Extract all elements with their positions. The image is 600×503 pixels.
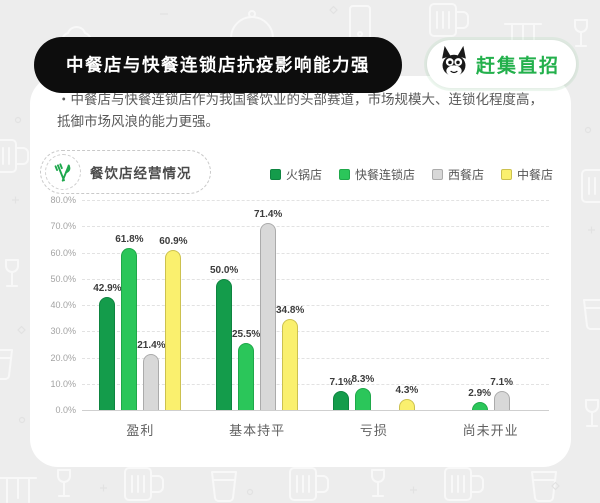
gridline xyxy=(82,331,549,333)
bar xyxy=(99,297,116,410)
y-axis-tick: 10.0% xyxy=(50,378,76,389)
legend-label: 西餐店 xyxy=(447,168,484,182)
legend-item-4: 中餐店 xyxy=(500,166,553,183)
bar xyxy=(260,222,277,410)
legend-item-2: 快餐连锁店 xyxy=(338,166,415,183)
bar-value-label: 7.1% xyxy=(329,377,353,389)
bar-value-label: 61.8% xyxy=(115,233,144,245)
bar xyxy=(216,278,233,410)
bar-value-label: 25.5% xyxy=(231,329,261,341)
legend-label: 火锅店 xyxy=(285,168,322,182)
x-axis-category: 盈利 xyxy=(126,423,155,438)
brand-logo: 赶集直招 xyxy=(426,40,576,88)
legend-item-3: 西餐店 xyxy=(431,166,484,183)
bar-value-label: 7.1% xyxy=(490,377,514,389)
page-title-text: 中餐店与快餐连锁店抗疫影响能力强 xyxy=(66,55,370,75)
x-axis-category: 基本持平 xyxy=(229,423,286,438)
bar xyxy=(238,343,255,410)
bar xyxy=(398,398,415,410)
chart-title: 餐饮店经营情况 xyxy=(90,166,192,181)
legend-item-1: 火锅店 xyxy=(269,166,322,183)
chart-title-badge: 餐饮店经营情况 xyxy=(40,150,211,194)
y-axis-tick: 70.0% xyxy=(50,221,76,232)
x-axis-category: 亏损 xyxy=(359,423,388,438)
x-axis-category: 尚未开业 xyxy=(462,423,519,438)
gridline xyxy=(82,383,549,385)
y-axis-tick: 30.0% xyxy=(50,326,76,337)
bar-value-label: 34.8% xyxy=(275,304,305,316)
y-axis-tick: 0.0% xyxy=(55,405,76,415)
bar xyxy=(354,388,371,410)
y-axis-tick: 50.0% xyxy=(50,273,76,284)
gridline xyxy=(82,226,549,228)
bar-value-label: 50.0% xyxy=(209,264,239,276)
legend-label: 中餐店 xyxy=(516,168,553,182)
page-title: 中餐店与快餐连锁店抗疫影响能力强 xyxy=(34,37,402,93)
y-axis-tick: 80.0% xyxy=(50,195,76,205)
bar-value-label: 60.9% xyxy=(159,236,188,248)
bar xyxy=(121,247,138,410)
utensils-icon xyxy=(45,154,81,190)
chart-legend: 火锅店 快餐连锁店 西餐店 中餐店 xyxy=(269,166,553,183)
content-card: ・中餐店与快餐连锁店作为我国餐饮业的头部赛道，市场规模大、连锁化程度高，抵御市场… xyxy=(30,76,571,467)
donkey-mascot-icon xyxy=(437,45,471,84)
gridline xyxy=(82,305,549,306)
legend-swatch xyxy=(338,169,350,180)
intro-text: ・中餐店与快餐连锁店作为我国餐饮业的头部赛道，市场规模大、连锁化程度高，抵御市场… xyxy=(57,92,543,129)
y-axis-tick: 40.0% xyxy=(50,300,76,310)
bar-value-label: 8.3% xyxy=(351,374,375,386)
gridline xyxy=(82,357,549,359)
legend-swatch xyxy=(431,169,443,180)
bar-value-label: 71.4% xyxy=(253,208,283,220)
legend-label: 快餐连锁店 xyxy=(354,168,415,182)
bar xyxy=(471,402,488,410)
legend-swatch xyxy=(500,169,512,180)
bar xyxy=(282,318,299,410)
y-axis-tick: 20.0% xyxy=(50,352,76,363)
bar-chart: 0.0% 10.0% 20.0% 30.0% 40.0% 50.0% 60.0% 70.0% 8… xyxy=(42,188,559,444)
gridline xyxy=(82,410,549,411)
bar-value-label: 4.3% xyxy=(395,384,419,396)
brand-name: 赶集直招 xyxy=(475,55,560,77)
bar xyxy=(332,391,349,410)
bar xyxy=(143,353,160,410)
gridline xyxy=(82,278,549,280)
bar-value-label: 2.9% xyxy=(468,388,492,400)
bar xyxy=(165,250,182,410)
bar-value-label: 21.4% xyxy=(137,339,166,351)
legend-swatch xyxy=(269,169,281,180)
bar xyxy=(493,391,510,410)
y-axis-tick: 60.0% xyxy=(50,247,76,258)
gridline xyxy=(82,200,549,201)
bar-value-label: 42.9% xyxy=(93,283,122,295)
gridline xyxy=(82,252,549,254)
